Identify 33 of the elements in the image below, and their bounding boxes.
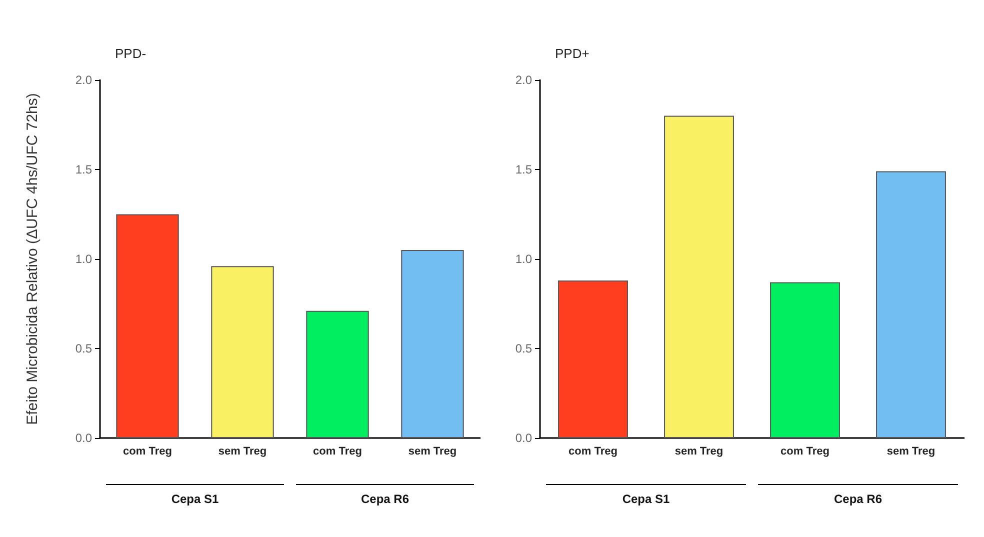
y-tick-label: 1.5 [515,162,532,176]
x-tick-label: sem Treg [408,446,457,458]
bar [306,310,369,438]
x-tick-label: sem Treg [886,446,936,458]
text: Cepa R6 [832,492,884,506]
y-tick-label: 2.0 [75,73,92,87]
y-tick-label: 0.5 [515,342,532,356]
text: Cepa R6 [360,492,410,506]
y-tick-label: 0.0 [515,431,532,445]
bar [116,214,179,438]
bar [401,250,464,438]
text: Cepa S1 [170,492,220,506]
bar [558,280,628,438]
y-tick-label: 0.0 [75,431,92,445]
x-tick-label: com Treg [568,446,618,458]
chart-title: PPD- [115,46,146,61]
chart-title: PPD+ [555,46,590,61]
text: Cepa S1 [621,492,671,506]
y-tick-label: 1.0 [75,252,92,266]
y-tick-label: 1.5 [75,162,92,176]
y-tick-label: 1.0 [515,252,532,266]
y-axis-title: Efeito Microbicida Relativo (ΔUFC 4hs/UFC 72hs) [24,93,41,425]
x-tick-label: sem Treg [218,446,267,458]
bar [770,282,840,438]
x-tick-label: sem Treg [674,446,724,458]
y-tick-label: 0.5 [75,342,92,356]
x-tick-label: com Treg [780,446,830,458]
bar [211,266,274,438]
bar [876,171,946,438]
x-tick-label: com Treg [313,446,362,458]
y-tick-label: 2.0 [515,73,532,87]
x-tick-label: com Treg [123,446,172,458]
bar [664,116,734,438]
